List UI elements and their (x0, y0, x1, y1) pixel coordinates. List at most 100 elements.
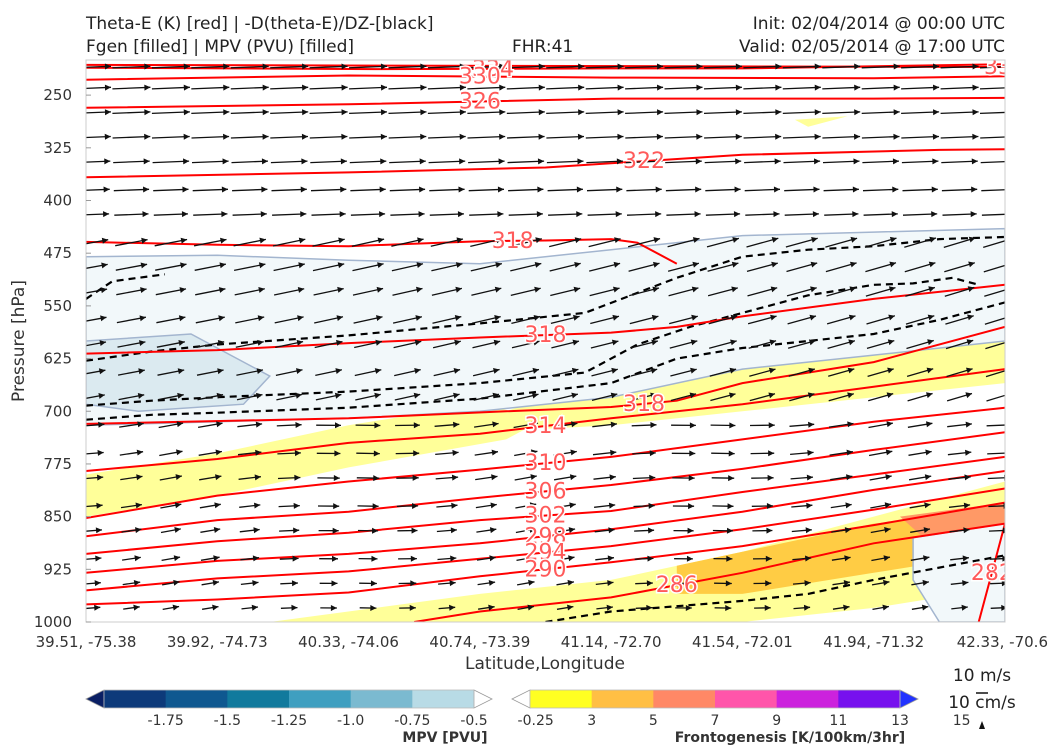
theta-e-contour (86, 431, 1005, 538)
wind-vector-head (293, 502, 300, 509)
wind-vector-head (103, 186, 110, 193)
wind-vector-head (100, 315, 107, 322)
colorbar-tick-label: -1.25 (271, 713, 307, 729)
wind-vector (546, 111, 585, 115)
wind-vector-head (656, 133, 663, 140)
wind-vector (191, 160, 229, 164)
wind-vector-head (885, 449, 893, 456)
wind-vector (270, 65, 309, 69)
wind-vector-head (735, 158, 742, 165)
wind-vector-head (805, 527, 812, 534)
wind-vector (988, 529, 1005, 532)
x-tick-label: 41.54, -72.01 (692, 633, 793, 651)
wind-vector-head (847, 392, 854, 399)
wind-vector-head (493, 339, 501, 346)
wind-vector-head (806, 474, 813, 481)
wind-vector-head (410, 580, 417, 587)
wind-vector-head (814, 158, 821, 165)
wind-vector-head (770, 314, 777, 321)
wind-vector-head (218, 315, 225, 322)
wind-vector-head (301, 133, 308, 140)
wind-vector-head (886, 421, 893, 428)
wind-vector-head (489, 527, 497, 534)
wind-vector-head (962, 555, 969, 562)
wind-vector-head (183, 109, 190, 116)
wind-vector-head (420, 63, 427, 70)
wind-vector-head (221, 211, 228, 218)
wind-vector (86, 86, 112, 90)
wind-vector-head (610, 421, 617, 428)
wind-vector-head (928, 261, 936, 268)
x-tick-label: 41.94, -71.32 (823, 633, 924, 651)
wind-vector-head (373, 475, 380, 482)
wind-vector (546, 135, 585, 139)
wind-vector-head (921, 604, 929, 611)
wind-vector-head (689, 422, 696, 429)
theta-e-contour (86, 501, 1005, 606)
colorbar-swatch (776, 690, 839, 708)
wind-vector-head (332, 527, 339, 534)
wind-vector-head (576, 211, 583, 218)
wind-vector (86, 135, 111, 139)
wind-vector-head (695, 186, 702, 193)
forecast-hour: FHR:41 (512, 37, 574, 57)
wind-vector-head (1003, 502, 1005, 509)
wind-vector-head (735, 109, 742, 116)
wind-vector-head (262, 84, 269, 91)
wind-vector-head (451, 502, 458, 509)
wind-vector-head (611, 339, 619, 346)
wind-vector-head (892, 158, 899, 165)
wind-vector-head (882, 604, 889, 611)
wind-vector-head (766, 527, 773, 534)
wind-vector-head (1007, 286, 1014, 292)
wind-vector-head (302, 109, 309, 116)
wind-vector-head (732, 237, 739, 243)
wind-vector-head (647, 555, 654, 562)
wind-vector-head (887, 339, 895, 346)
wind-vector-head (972, 133, 979, 140)
wind-vector-head (217, 368, 224, 375)
wind-vector-head (962, 580, 969, 586)
wind-vector-head (254, 474, 261, 481)
wind-vector (270, 111, 309, 115)
wind-vector-head (457, 211, 464, 218)
wind-vector-head (1001, 604, 1005, 611)
wind-vector-head (807, 392, 815, 399)
colorbar-extend-high (899, 689, 919, 709)
colorbar-tick-label: 15 (953, 713, 971, 729)
wind-vector-head (252, 580, 259, 586)
wind-vector (191, 65, 230, 69)
wind-vector-head (694, 211, 701, 218)
wind-vector-head (689, 450, 696, 457)
wind-vector-head (570, 449, 577, 456)
frontogenesis-region (269, 481, 1005, 622)
wind-vector-head (845, 502, 852, 509)
wind-vector-head (884, 527, 891, 533)
colorbar-tick-label: -1.75 (148, 713, 184, 729)
wind-vector-head (291, 604, 298, 611)
wind-vector-head (178, 315, 186, 322)
wind-vector-head (380, 109, 387, 116)
colorbar-swatch (530, 690, 593, 708)
wind-vector-head (735, 133, 742, 140)
theta-e-contour (86, 406, 1005, 519)
wind-vector (664, 111, 703, 115)
wind-vector-head (971, 158, 978, 165)
theta-e-contour (414, 522, 1005, 622)
wind-vector-head (884, 502, 892, 509)
wind-vector (862, 160, 900, 164)
wind-vector-head (137, 393, 145, 399)
wind-vector (940, 111, 979, 115)
theta-e-labels: 3383343303263223183183183143103063022982… (457, 60, 1005, 600)
wind-vector-head (577, 158, 584, 165)
wind-vector-head (302, 84, 309, 91)
wind-vector-head (296, 368, 303, 374)
wind-vector-head (811, 237, 818, 243)
wind-vector-head (766, 503, 773, 509)
wind-vector-head (813, 186, 820, 193)
wind-vector-head (966, 339, 974, 345)
wind-vector-head (380, 158, 387, 165)
wind-vector-head (379, 211, 386, 218)
wind-vector (986, 424, 1005, 427)
